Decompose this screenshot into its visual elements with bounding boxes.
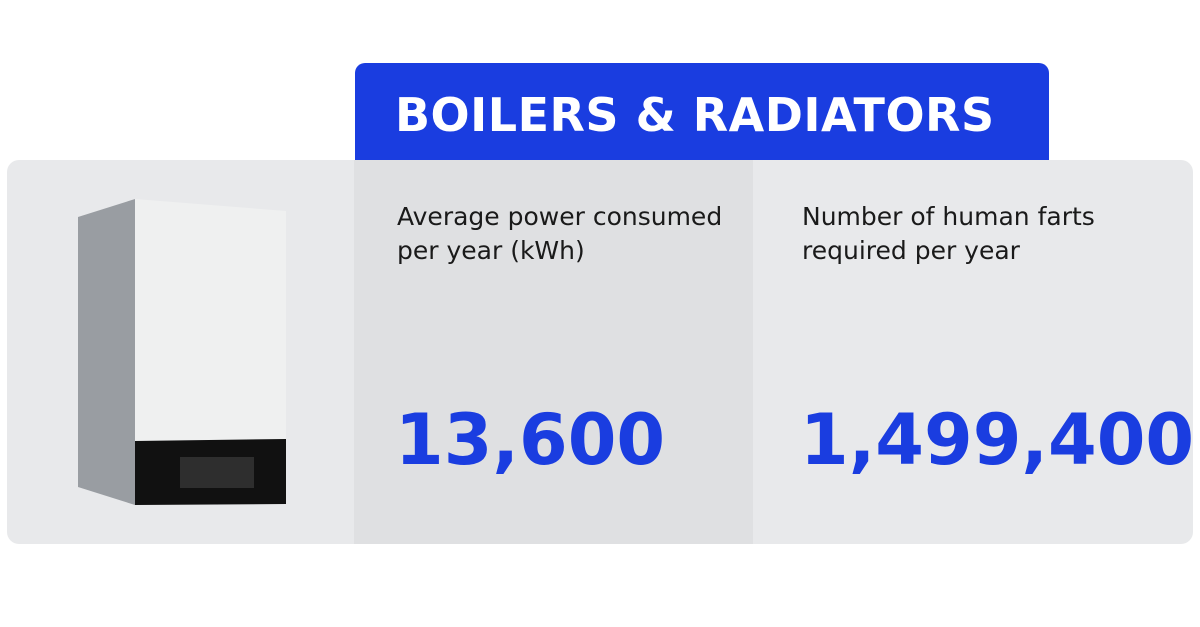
stat-label-power: Average power consumed per year (kWh) <box>397 202 723 265</box>
boiler-icon <box>78 199 286 505</box>
title-tab: BOILERS & RADIATORS <box>355 63 1049 160</box>
stat-value-farts: 1,499,400 <box>800 399 1195 481</box>
boiler-side-panel <box>78 199 135 505</box>
stat-label-farts: Number of human farts required per year <box>802 202 1095 265</box>
boiler-front-panel <box>135 199 286 441</box>
page-title: BOILERS & RADIATORS <box>395 88 995 142</box>
stat-value-power: 13,600 <box>395 399 666 481</box>
boiler-display-screen <box>180 457 254 488</box>
highlight-column <box>354 160 753 544</box>
